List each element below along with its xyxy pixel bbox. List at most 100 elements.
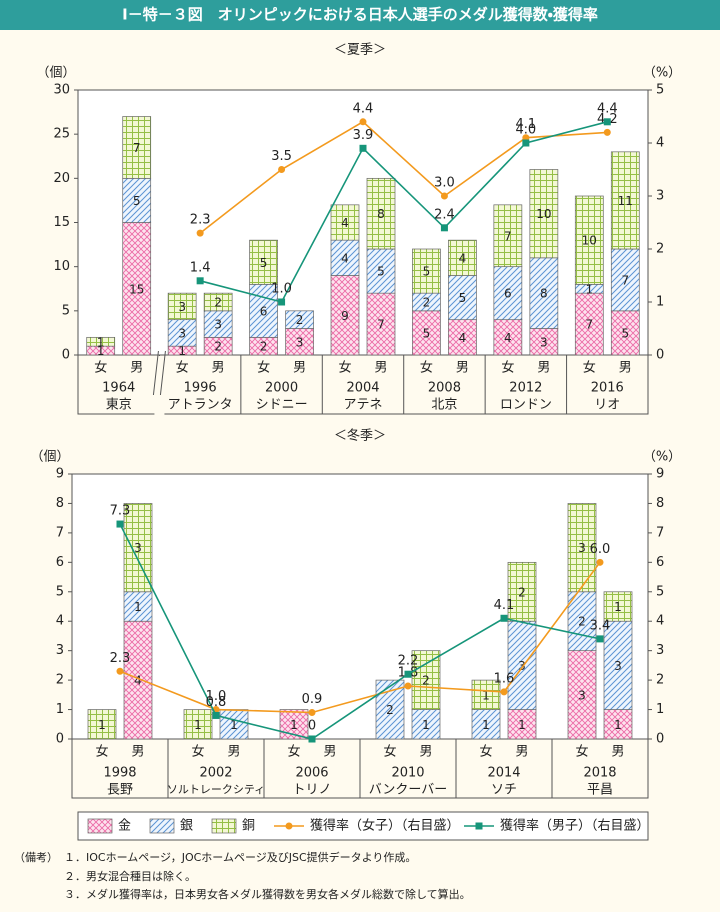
y-tick-label: 5 bbox=[56, 584, 64, 599]
rate-value-label: 4.1 bbox=[516, 117, 537, 132]
group-sublabel: ソルトレークシティ bbox=[167, 783, 265, 796]
x-tick-label: 男 bbox=[212, 361, 225, 376]
x-tick-label: 男 bbox=[456, 361, 469, 376]
y2-tick-label: 1 bbox=[656, 702, 664, 717]
rate-line bbox=[119, 523, 601, 740]
y2-tick-label: 1 bbox=[656, 295, 664, 310]
group-label: 1998 bbox=[103, 766, 136, 781]
rate-value-label: 2.3 bbox=[190, 213, 211, 228]
bar-segment bbox=[219, 709, 249, 740]
axis-break-gap bbox=[154, 356, 165, 417]
y2-tick-label: 0 bbox=[656, 348, 664, 363]
x-tick-label: 男 bbox=[619, 361, 632, 376]
bar-value-label: 3 bbox=[214, 318, 222, 332]
bar-value-label: 10 bbox=[582, 234, 597, 248]
bar-value-label: 10 bbox=[536, 207, 551, 221]
y-tick-label: 10 bbox=[53, 259, 70, 274]
group-label: 1964 bbox=[102, 381, 135, 396]
x-tick-label: 女 bbox=[287, 745, 300, 760]
line-marker bbox=[440, 224, 448, 232]
bar-value-label: 5 bbox=[621, 326, 629, 340]
bar-value-label: 1 bbox=[482, 688, 490, 702]
y-tick-label: 9 bbox=[56, 467, 64, 482]
bar-segment bbox=[610, 310, 640, 356]
bar-value-label: 1 bbox=[194, 718, 202, 732]
rate-value-label: 2.4 bbox=[434, 207, 455, 222]
x-tick-label: 女 bbox=[420, 361, 433, 376]
bar-segment bbox=[567, 650, 597, 740]
bar-segment bbox=[529, 257, 559, 329]
bar-value-label: 1 bbox=[290, 718, 298, 732]
y-tick-label: 0 bbox=[56, 732, 64, 747]
bar-segment bbox=[507, 620, 537, 710]
x-tick-label: 女 bbox=[95, 745, 108, 760]
bar-segment bbox=[203, 292, 233, 312]
x-tick-label: 女 bbox=[257, 361, 270, 376]
bar-segment bbox=[411, 709, 441, 740]
y2-tick-label: 0 bbox=[656, 732, 664, 747]
rate-line bbox=[119, 561, 601, 714]
bar-value-label: 1 bbox=[614, 600, 622, 614]
rate-value-label: 7.3 bbox=[110, 504, 131, 519]
x-tick-label: 男 bbox=[419, 745, 432, 760]
x-tick-label: 男 bbox=[515, 745, 528, 760]
group-label: 2012 bbox=[509, 381, 542, 396]
bar-segment bbox=[375, 679, 405, 740]
bar-value-label: 7 bbox=[621, 273, 629, 287]
bar-value-label: 8 bbox=[377, 207, 385, 221]
bar-value-label: 1 bbox=[482, 718, 490, 732]
bar-value-label: 5 bbox=[423, 265, 431, 279]
y-tick-label: 30 bbox=[53, 83, 70, 98]
bar-segment bbox=[507, 709, 537, 740]
line-marker bbox=[212, 711, 220, 719]
y2-tick-label: 3 bbox=[656, 643, 664, 658]
bar-segment bbox=[412, 248, 441, 294]
y-tick-label: 5 bbox=[62, 303, 70, 318]
x-tick-label: 男 bbox=[323, 745, 336, 760]
bar-value-label: 3 bbox=[518, 659, 526, 673]
x-tick-label: 男 bbox=[293, 361, 306, 376]
y2-tick-label: 3 bbox=[656, 189, 664, 204]
bar-value-label: 4 bbox=[504, 331, 512, 345]
x-tick-label: 女 bbox=[575, 745, 588, 760]
x-tick-label: 男 bbox=[611, 745, 624, 760]
bar-value-label: 1 bbox=[98, 718, 106, 732]
rate-value-label: 4.4 bbox=[597, 101, 618, 116]
x-tick-label: 女 bbox=[94, 361, 107, 376]
bar-segment bbox=[249, 283, 278, 338]
line-marker bbox=[522, 139, 530, 147]
bar-value-label: 4 bbox=[134, 674, 142, 688]
bar-value-label: 2 bbox=[386, 703, 394, 717]
page-title: Ⅰ－特－３図 オリンピックにおける日本人選手のメダル獲得数・獲得率 bbox=[122, 6, 598, 24]
bar-segment bbox=[412, 310, 441, 356]
bar-value-label: 2 bbox=[518, 585, 526, 599]
legend-label: 銅 bbox=[242, 819, 255, 834]
rate-value-label: 1.4 bbox=[190, 260, 211, 275]
group-label: 2010 bbox=[391, 766, 424, 781]
group-label: 2014 bbox=[487, 766, 520, 781]
bar-value-label: 3 bbox=[540, 335, 548, 349]
legend-swatch bbox=[211, 818, 237, 834]
y2-tick-label: 5 bbox=[656, 83, 664, 98]
bar-value-label: 1 bbox=[134, 600, 142, 614]
bar-segment bbox=[366, 177, 396, 250]
bar-value-label: 15 bbox=[129, 282, 144, 296]
bar-segment bbox=[529, 169, 559, 259]
rate-value-label: 6.0 bbox=[590, 542, 611, 557]
y-tick-label: 1 bbox=[56, 702, 64, 717]
bar-segment bbox=[411, 650, 441, 710]
x-tick-label: 女 bbox=[479, 745, 492, 760]
subtitle: ＜夏季＞ bbox=[334, 43, 386, 58]
x-tick-label: 男 bbox=[130, 361, 143, 376]
line-marker bbox=[196, 277, 204, 285]
y-tick-label: 7 bbox=[56, 525, 64, 540]
rate-value-label: 2.3 bbox=[110, 651, 131, 666]
legend-swatch bbox=[87, 818, 113, 834]
line-marker bbox=[404, 682, 412, 690]
y-tick-label: 4 bbox=[56, 614, 64, 629]
legend-label: 銀 bbox=[180, 819, 193, 834]
group-sublabel: リオ bbox=[594, 398, 620, 413]
rate-value-label: 4.1 bbox=[494, 598, 515, 613]
y-tick-label: 0 bbox=[62, 348, 70, 363]
rate-value-label: 4.4 bbox=[353, 101, 374, 116]
